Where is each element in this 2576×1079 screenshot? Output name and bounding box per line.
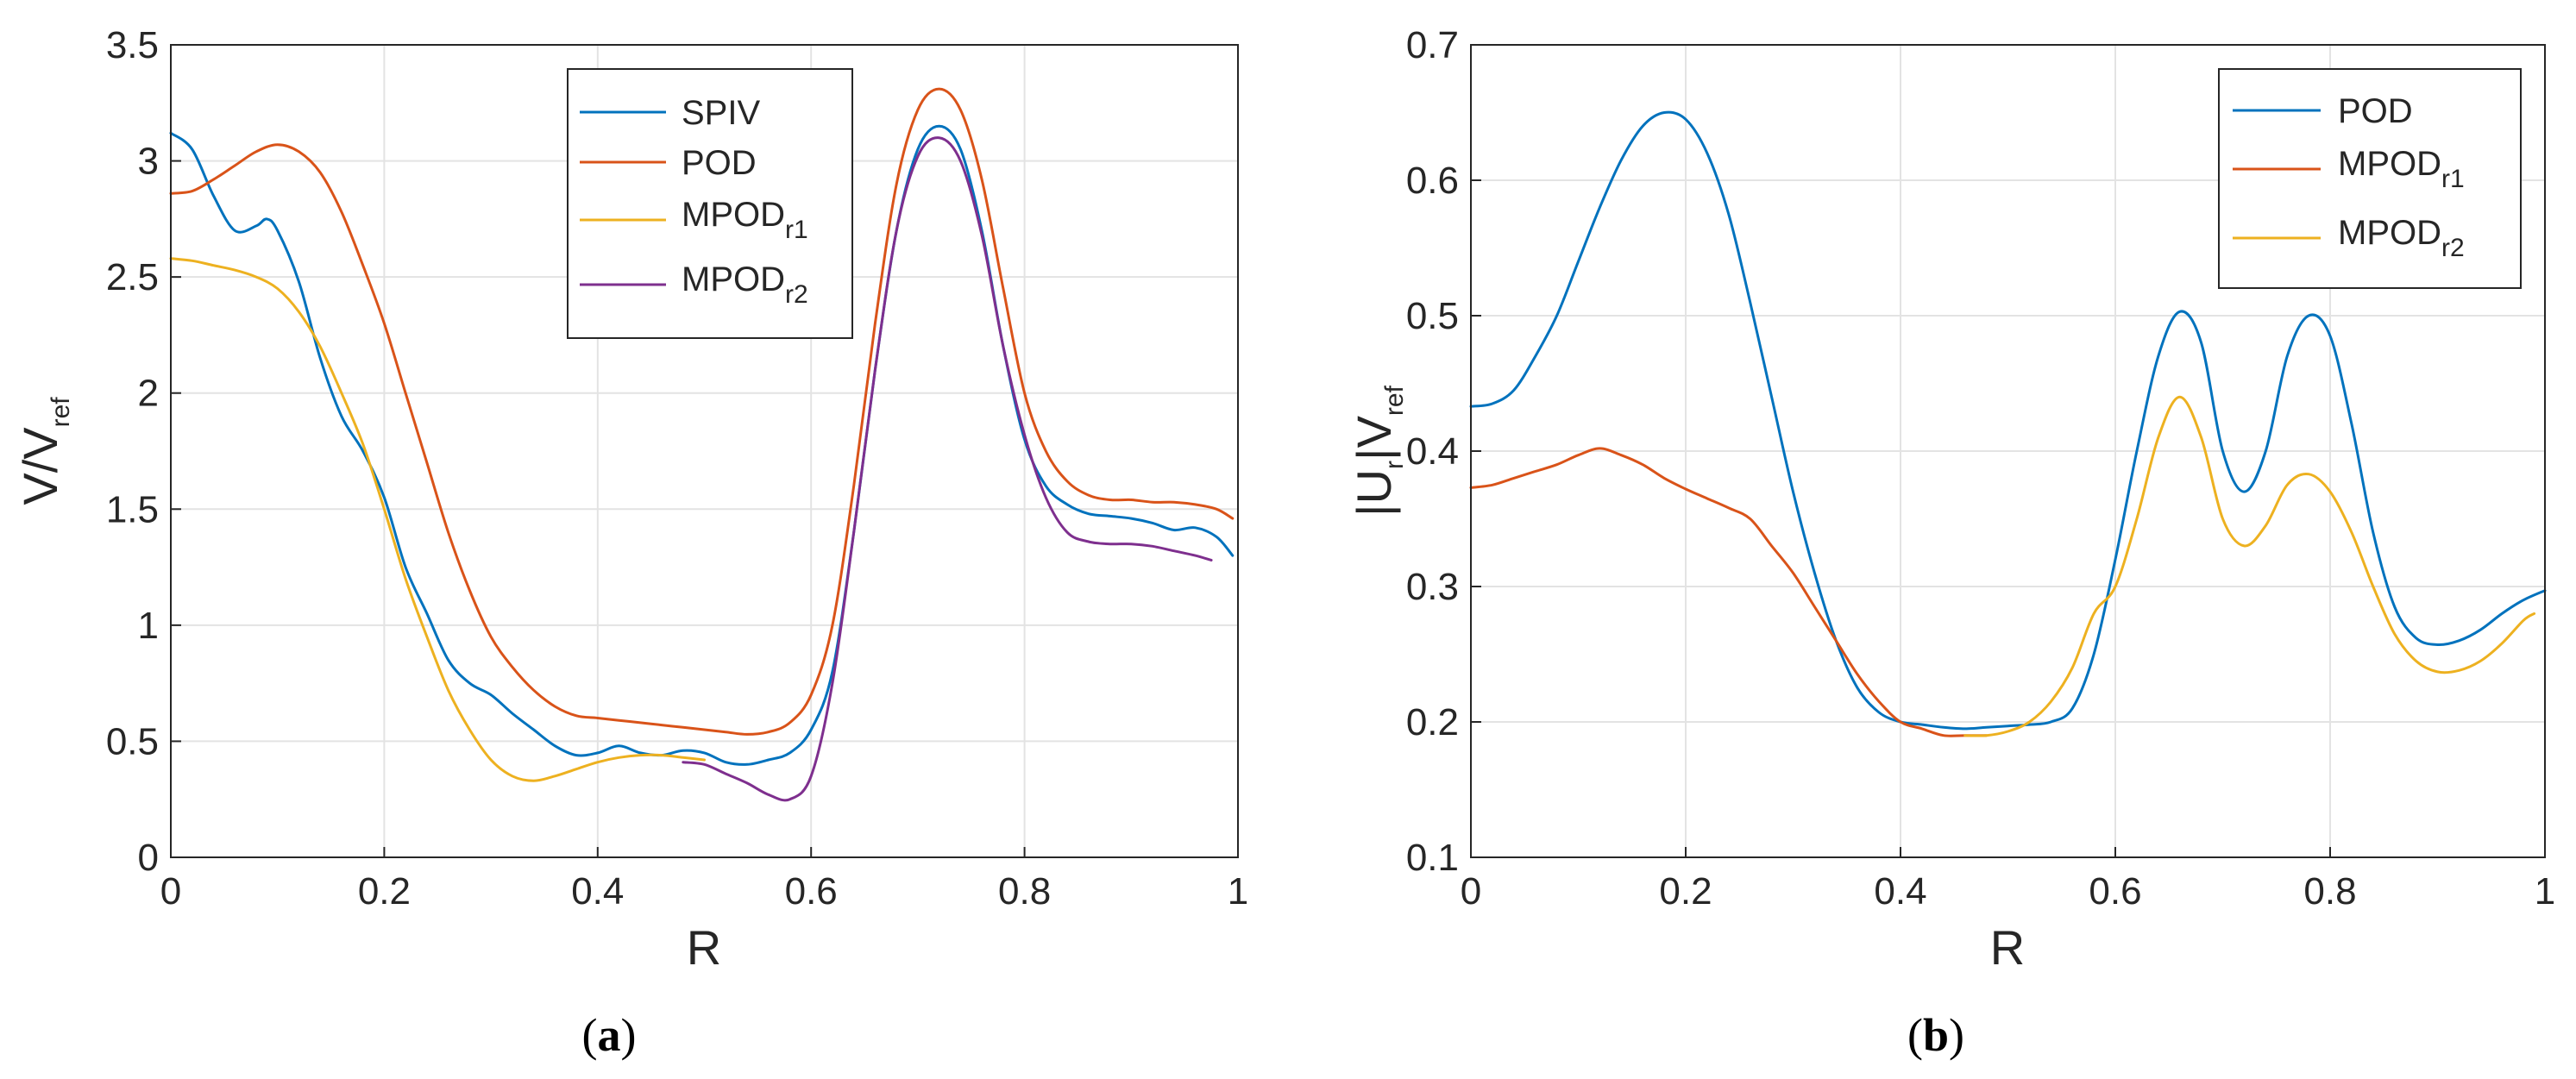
x-tick-label: 1 bbox=[2535, 870, 2555, 913]
x-tick-label: 1 bbox=[1228, 870, 1248, 913]
panel-label-a: (a) bbox=[582, 1009, 637, 1061]
legend-entry-pod-b: POD bbox=[2233, 92, 2413, 130]
legend-entry-mpod-r1-b: MPODr1 bbox=[2233, 145, 2465, 193]
x-axis-label-a: R bbox=[687, 920, 721, 975]
legend-label-spiv: SPIV bbox=[682, 94, 760, 132]
y-tick-labels-a: 0 0.5 1 1.5 2 2.5 3 3.5 bbox=[106, 24, 159, 879]
y-tick-label: 3.5 bbox=[106, 24, 159, 66]
legend-entry-pod: POD bbox=[580, 144, 757, 182]
plot-box-a bbox=[170, 44, 1239, 858]
y-tick-label: 0.4 bbox=[1406, 430, 1459, 473]
plot-box-b bbox=[1470, 44, 2546, 858]
y-tick-label: 0.6 bbox=[1406, 160, 1459, 202]
series-line-mpod-r2 bbox=[1963, 395, 2536, 737]
y-axis-label-a: V/Vref bbox=[13, 397, 75, 505]
legend-label-mpod-r2: MPODr2 bbox=[682, 260, 808, 309]
x-tick-label: 0.6 bbox=[785, 870, 838, 913]
series-line-mpod-r1 bbox=[169, 257, 706, 782]
legend-entry-spiv: SPIV bbox=[580, 94, 760, 132]
x-tick-label: 0.2 bbox=[1659, 870, 1712, 913]
y-tick-label: 0.2 bbox=[1406, 701, 1459, 743]
chart-b: 0 0.2 0.4 0.6 0.8 1 0.1 0.2 0.3 0.4 0.5 0.6 0.7 R |… bbox=[1347, 24, 2555, 1061]
y-tick-label: 1 bbox=[138, 605, 159, 647]
x-tick-labels-a: 0 0.2 0.4 0.6 0.8 1 bbox=[160, 870, 1248, 913]
legend-label-pod-b: POD bbox=[2338, 92, 2413, 130]
y-tick-label: 1.5 bbox=[106, 488, 159, 530]
y-tick-label: 2 bbox=[138, 373, 159, 415]
y-tick-labels-b: 0.1 0.2 0.3 0.4 0.5 0.6 0.7 bbox=[1406, 24, 1459, 879]
series-line-pod bbox=[1469, 110, 2547, 731]
series-line-spiv bbox=[169, 124, 1235, 766]
x-tick-labels-b: 0 0.2 0.4 0.6 0.8 1 bbox=[1461, 870, 2555, 913]
y-tick-label: 2.5 bbox=[106, 256, 159, 298]
x-axis-label-b: R bbox=[1990, 920, 2025, 975]
chart-a: 0 0.2 0.4 0.6 0.8 1 0 0.5 1 1.5 2 2.5 3 3.5 R V/Vref… bbox=[13, 24, 1248, 1061]
legend-entry-mpod-r2: MPODr2 bbox=[580, 260, 808, 309]
x-tick-label: 0.8 bbox=[2303, 870, 2356, 913]
legend-label-mpod-r1-b: MPODr1 bbox=[2338, 145, 2465, 193]
legend-box-b bbox=[2218, 68, 2522, 289]
series-line-mpod-r2 bbox=[682, 136, 1213, 802]
x-tick-label: 0.6 bbox=[2089, 870, 2141, 913]
y-tick-label: 0.1 bbox=[1406, 837, 1459, 879]
legend-entry-mpod-r2-b: MPODr2 bbox=[2233, 214, 2465, 262]
x-tick-label: 0 bbox=[1461, 870, 1481, 913]
x-tick-label: 0.2 bbox=[358, 870, 411, 913]
y-tick-label: 0.3 bbox=[1406, 566, 1459, 608]
legend-entry-mpod-r1: MPODr1 bbox=[580, 196, 808, 244]
y-tick-label: 3 bbox=[138, 141, 159, 183]
legend-label-mpod-r1: MPODr1 bbox=[682, 196, 808, 244]
x-tick-label: 0.4 bbox=[571, 870, 624, 913]
series-lines-b bbox=[1469, 110, 2547, 737]
y-tick-label: 0.5 bbox=[1406, 295, 1459, 337]
y-tick-label: 0 bbox=[138, 837, 159, 879]
x-tick-label: 0 bbox=[160, 870, 181, 913]
series-lines-a bbox=[169, 87, 1235, 802]
x-tick-label: 0.8 bbox=[998, 870, 1051, 913]
legend-box-a bbox=[567, 68, 853, 339]
series-line-pod bbox=[169, 87, 1235, 736]
legend-label-pod: POD bbox=[682, 144, 757, 182]
legend-a: SPIV POD MPODr1 MPODr2 bbox=[567, 68, 853, 339]
y-tick-label: 0.5 bbox=[106, 720, 159, 762]
panel-label-b: (b) bbox=[1907, 1009, 1964, 1061]
legend-b: POD MPODr1 MPODr2 bbox=[2218, 68, 2522, 289]
legend-label-mpod-r2-b: MPODr2 bbox=[2338, 214, 2465, 262]
x-tick-label: 0.4 bbox=[1874, 870, 1926, 913]
y-tick-label: 0.7 bbox=[1406, 24, 1459, 66]
series-line-mpod-r1 bbox=[1469, 447, 1989, 737]
y-axis-label-b: |Ur|Vref bbox=[1347, 385, 1409, 517]
